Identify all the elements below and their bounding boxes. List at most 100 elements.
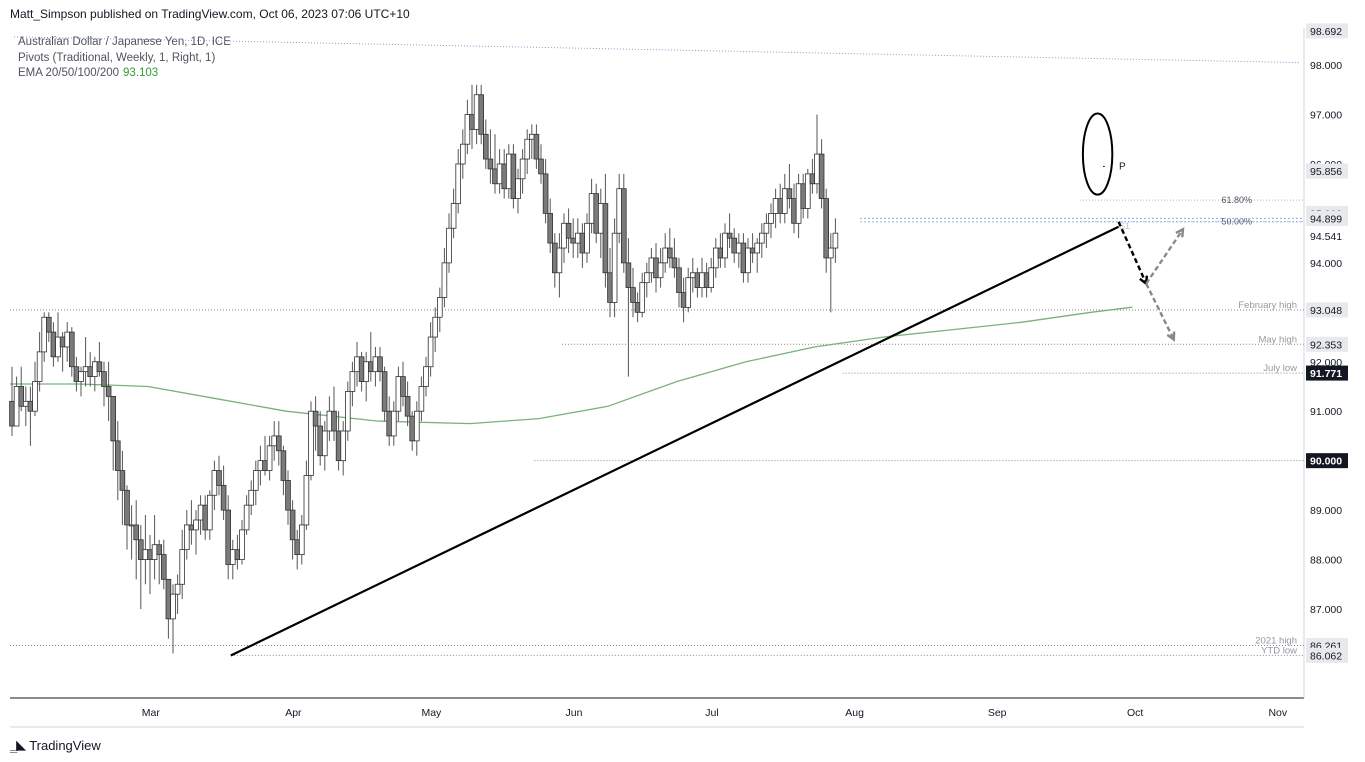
candle-body [363,361,369,382]
candle-body [800,183,806,209]
price-label-text: 95.856 [1310,166,1342,178]
candle [777,183,783,224]
candle [487,129,494,184]
candle [133,500,140,580]
candle [745,238,751,283]
candle-body [593,193,599,234]
candle [344,381,351,441]
candle-body [308,410,314,476]
candle-body [216,470,222,486]
candle [271,421,277,461]
candle-body [754,242,760,254]
price-label-bg [1306,365,1348,381]
candle [492,134,498,194]
candle-body [542,173,549,214]
candle-body [381,371,388,412]
candle-body [211,470,218,496]
price-label-text: 86.062 [1310,650,1342,662]
candle-body [740,242,747,274]
candle [372,346,379,387]
price-label-badge: 94.541 [1306,228,1348,244]
candle [579,223,586,268]
tradingview-brand[interactable]: ‗◣ TradingView [10,737,101,753]
candle-body [722,232,728,259]
candle-body [680,292,687,308]
candle-body [708,267,714,288]
price-label-badge: 95.856 [1306,163,1348,179]
candle [46,312,52,342]
candle [363,351,369,402]
candle-body [690,272,696,279]
candle [653,243,659,293]
candle [717,233,724,268]
candle [243,495,250,535]
candle-body [275,435,282,452]
candle-body [464,114,471,145]
candle-body [115,440,121,471]
candle [565,208,572,253]
candle [257,445,264,486]
candle [482,119,489,169]
price-label-text: 98.692 [1310,26,1342,38]
pivot-p-label: P [1119,161,1126,172]
candle-body [344,391,351,432]
ema-indicator-label[interactable]: EMA 20/50/100/200 93.103 [18,67,159,79]
candle [137,524,144,609]
pivots-indicator-label[interactable]: Pivots (Traditional, Weekly, 1, Right, 1… [18,51,216,64]
candle-body [418,386,425,412]
candle [400,361,406,407]
candle-body [257,460,264,471]
candle-body [634,302,641,313]
candle-body [529,133,535,140]
candle [18,366,24,412]
candle-body [814,153,820,185]
candle-body [745,247,751,274]
candle-body [303,475,310,526]
candle [671,238,678,278]
candle [464,99,471,155]
projection-arrow-line [1145,228,1184,285]
candle [726,213,733,249]
candle-body [358,356,365,382]
price-label-badge: 94.899 [1306,210,1348,226]
candle [321,421,328,471]
candle [795,173,802,239]
candle [662,233,668,273]
candle-body [36,351,43,382]
candle-body [183,524,190,551]
candle-body [225,509,232,565]
candle-body [289,509,296,541]
candle [676,257,682,308]
candle-body [575,232,581,244]
candle [469,84,475,150]
candle-body [220,484,227,511]
projection-arrow-head [1175,227,1185,238]
price-label-bg [1306,228,1348,244]
price-label-bg [1306,163,1348,179]
candle-body [482,133,489,160]
candle-body [137,539,144,560]
projection-arrow-line [1117,221,1148,285]
candle [542,159,549,224]
tradingview-logo-icon: ‗◣ [10,737,26,752]
candle-body [505,153,512,190]
candle [621,173,627,273]
candle [266,435,273,481]
candle-body [202,504,209,531]
candle-body [248,489,255,506]
candle-body [266,445,273,471]
highlight-ellipse [1081,112,1114,196]
candle-body [27,400,34,412]
candle-body [768,213,774,224]
candle-body [828,247,834,259]
candle-body [524,138,530,160]
candle [570,218,576,258]
candle-body [372,356,379,373]
candle [124,485,130,550]
symbol-title[interactable]: Australian Dollar / Japanese Yen, 1D, IC… [18,36,231,48]
candle [529,124,535,160]
candle-body [791,198,797,224]
candle [92,356,98,392]
candle [193,510,199,555]
